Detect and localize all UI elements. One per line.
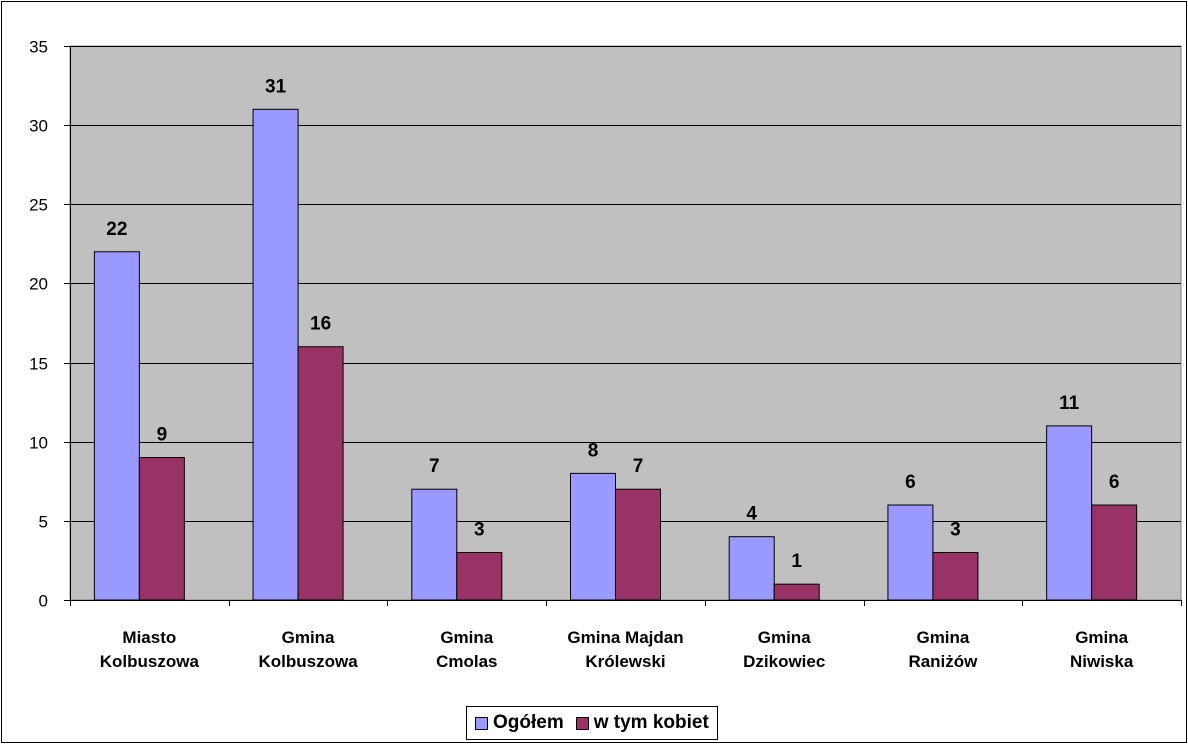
legend-item-kobiety: w tym kobiet [576, 712, 709, 734]
bar-ogolem [1047, 426, 1092, 600]
x-tick-label: Cmolas [436, 652, 497, 671]
legend-label-kobiety: w tym kobiet [594, 712, 709, 734]
bar-ogolem [253, 109, 298, 600]
y-tick-label: 25 [29, 196, 48, 215]
legend-label-ogolem: Ogółem [493, 712, 564, 734]
y-tick-label: 30 [29, 117, 48, 136]
data-label: 16 [310, 314, 331, 335]
y-tick-label: 15 [29, 355, 48, 374]
x-tick-label: Kolbuszowa [100, 652, 200, 671]
bar-kobiety [139, 458, 184, 600]
x-tick-label: Gmina [1075, 628, 1128, 647]
data-label: 7 [429, 456, 440, 477]
legend-swatch-kobiety [576, 717, 589, 730]
bar-kobiety [298, 347, 343, 600]
x-tick-label: Kolbuszowa [258, 652, 358, 671]
x-tick-label: Gmina [282, 628, 335, 647]
bar-kobiety [1092, 505, 1137, 600]
data-label: 8 [588, 440, 599, 461]
bar-kobiety [933, 553, 978, 600]
data-label: 9 [157, 425, 168, 446]
bar-ogolem [571, 473, 616, 600]
y-tick-label: 0 [39, 592, 48, 611]
y-tick-label: 10 [29, 434, 48, 453]
x-tick-label: Miasto [122, 628, 176, 647]
plot-area: 05101520253035229MiastoKolbuszowa3116Gmi… [29, 38, 1181, 672]
x-tick-label: Królewski [585, 652, 665, 671]
data-label: 3 [950, 520, 961, 541]
data-label: 22 [106, 219, 127, 240]
bar-ogolem [729, 537, 774, 600]
y-tick-label: 35 [29, 38, 48, 57]
bar-kobiety [457, 553, 502, 600]
data-label: 7 [633, 456, 644, 477]
y-tick-label: 20 [29, 275, 48, 294]
data-label: 6 [1109, 472, 1120, 493]
data-label: 11 [1059, 393, 1080, 414]
data-label: 1 [791, 551, 802, 572]
data-label: 3 [474, 520, 485, 541]
bar-kobiety [774, 584, 819, 600]
bar-ogolem [888, 505, 933, 600]
x-tick-label: Gmina Majdan [567, 628, 683, 647]
data-label: 4 [746, 504, 757, 525]
x-tick-label: Gmina [916, 628, 969, 647]
y-tick-label: 5 [39, 513, 48, 532]
bar-ogolem [94, 252, 139, 600]
x-tick-label: Gmina [758, 628, 811, 647]
legend-swatch-ogolem [475, 717, 488, 730]
legend-item-ogolem: Ogółem [475, 712, 564, 734]
data-label: 31 [265, 76, 287, 97]
x-tick-label: Raniżów [908, 652, 978, 671]
bar-kobiety [616, 489, 661, 600]
legend: Ogółem w tym kobiet [466, 706, 718, 740]
x-tick-label: Niwiska [1070, 652, 1134, 671]
x-tick-label: Gmina [440, 628, 493, 647]
bar-ogolem [412, 489, 457, 600]
x-tick-label: Dzikowiec [743, 652, 825, 671]
data-label: 6 [905, 472, 916, 493]
